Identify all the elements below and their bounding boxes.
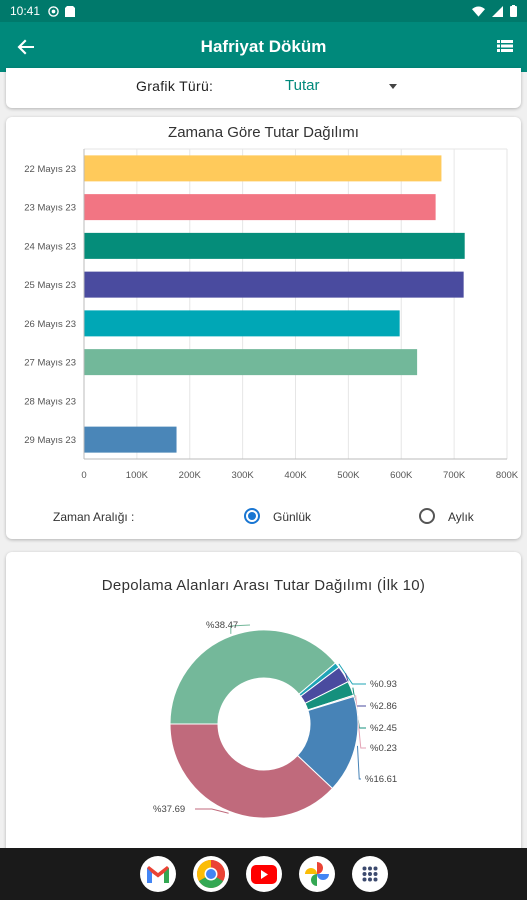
x-tick-label: 400K (284, 470, 307, 481)
y-tick-label: 26 Mayıs 23 (24, 319, 76, 330)
bar[interactable] (84, 271, 464, 298)
x-tick-label: 200K (179, 470, 202, 481)
app-bar: Hafriyat Döküm (0, 22, 527, 72)
bar-chart-title: Zamana Göre Tutar Dağılımı (168, 124, 359, 141)
donut-slice[interactable] (169, 629, 337, 725)
slice-label: %0.23 (370, 743, 397, 754)
y-tick-label: 27 Mayıs 23 (24, 358, 76, 369)
photos-pinwheel-icon (305, 862, 329, 886)
signal-icon (492, 5, 503, 17)
radio-daily-label[interactable]: Günlük (273, 510, 312, 524)
back-button[interactable] (14, 35, 38, 59)
bar-chart: 22 Mayıs 23 23 Mayıs 23 24 Mayıs 23 25 Mayı… (24, 148, 519, 481)
list-menu-button[interactable] (495, 36, 515, 56)
bar[interactable] (84, 349, 418, 376)
time-range-selector: Zaman Aralığı : Günlük Aylık (6, 505, 521, 529)
x-tick-label: 600K (390, 470, 413, 481)
chrome-icon (197, 860, 225, 888)
app-drawer-button[interactable] (352, 856, 388, 892)
x-tick-label: 500K (337, 470, 360, 481)
y-tick-label: 22 Mayıs 23 (24, 164, 76, 175)
slice-label: %0.93 (370, 679, 397, 690)
app-dock (140, 856, 388, 892)
wifi-icon (472, 6, 485, 17)
slice-label: %37.69 (153, 804, 185, 815)
y-tick-label: 29 Mayıs 23 (24, 435, 76, 446)
gmail-icon (147, 865, 169, 883)
time-range-label: Zaman Aralığı : (53, 510, 135, 524)
bar[interactable] (84, 155, 442, 182)
list-menu-icon (497, 40, 513, 52)
status-time: 10:41 (10, 4, 41, 18)
slice-label: %2.45 (370, 723, 397, 734)
y-tick-label: 28 Mayıs 23 (24, 396, 76, 407)
storage-distribution-card: Depolama Alanları Arası Tutar Dağılımı (… (6, 552, 521, 852)
sync-icon (48, 5, 59, 17)
bar[interactable] (84, 310, 400, 337)
chrome-app-icon[interactable] (193, 856, 229, 892)
slice-leader-line (338, 663, 366, 685)
photos-app-icon[interactable] (299, 856, 335, 892)
youtube-app-icon[interactable] (246, 856, 282, 892)
y-tick-label: 23 Mayıs 23 (24, 203, 76, 214)
donut-chart: %38.47 %0.93 %2.86 %2.45 %0.23 %16.61 %37.69 (153, 620, 397, 819)
slice-label: %38.47 (206, 620, 238, 631)
slice-leader-line (356, 745, 361, 780)
status-bar: 10:41 (0, 0, 527, 22)
slice-leader-line (230, 624, 251, 634)
gmail-app-icon[interactable] (140, 856, 176, 892)
radio-daily[interactable] (244, 508, 260, 524)
dropdown-arrow-icon[interactable] (389, 84, 397, 89)
sd-card-icon (65, 5, 76, 17)
radio-monthly-label[interactable]: Aylık (448, 510, 474, 524)
battery-icon (510, 5, 517, 17)
slice-label: %16.61 (365, 774, 397, 785)
bar[interactable] (84, 426, 177, 453)
x-tick-label: 800K (496, 470, 519, 481)
arrow-back-icon (17, 39, 34, 55)
page-title: Hafriyat Döküm (200, 37, 327, 56)
y-tick-label: 25 Mayıs 23 (24, 280, 76, 291)
x-tick-label: 300K (232, 470, 255, 481)
slice-label: %2.86 (370, 701, 397, 712)
youtube-icon (251, 864, 277, 884)
x-tick-label: 700K (443, 470, 466, 481)
time-distribution-card: Zamana Göre Tutar Dağılımı 22 Mayıs 23 23… (6, 117, 521, 539)
pie-chart-title: Depolama Alanları Arası Tutar Dağılımı (… (101, 577, 426, 594)
x-tick-label: 100K (126, 470, 149, 481)
bar[interactable] (84, 194, 436, 221)
x-tick-label: 0 (81, 470, 86, 481)
donut-slice[interactable] (169, 723, 334, 819)
slice-leader-line (195, 808, 229, 814)
chart-type-label: Grafik Türü: (136, 78, 214, 94)
radio-monthly[interactable] (419, 508, 435, 524)
chart-type-card: Grafik Türü: Tutar (6, 68, 521, 108)
chart-type-dropdown[interactable]: Tutar (285, 77, 320, 94)
y-tick-label: 24 Mayıs 23 (24, 241, 76, 252)
bar[interactable] (84, 232, 465, 259)
apps-grid-icon (362, 866, 378, 882)
